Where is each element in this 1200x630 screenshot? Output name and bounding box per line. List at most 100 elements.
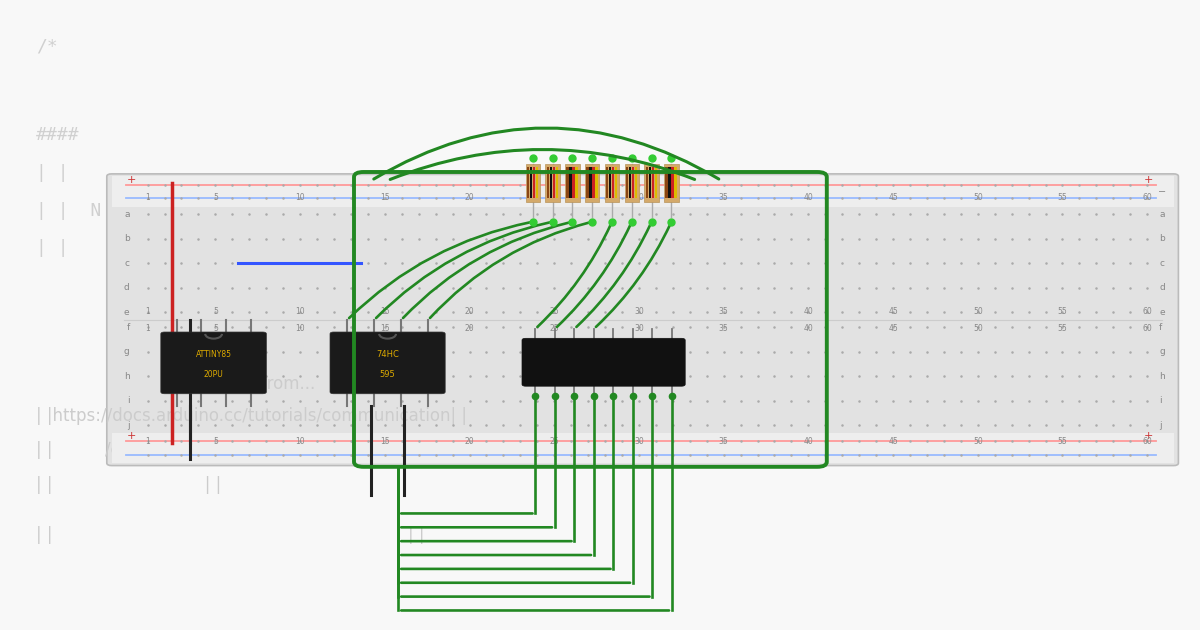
Text: /*: /* <box>36 38 58 56</box>
Text: | |: | | <box>36 527 53 544</box>
Text: 15: 15 <box>380 324 390 333</box>
Bar <box>655 167 658 198</box>
Bar <box>652 167 654 198</box>
Text: h: h <box>1159 372 1165 381</box>
Text: 20: 20 <box>464 307 474 316</box>
Text: 50: 50 <box>973 437 983 445</box>
Text: 74HC: 74HC <box>376 350 400 358</box>
Text: b: b <box>1159 234 1165 243</box>
Bar <box>674 167 677 198</box>
Text: | |  N: | | N <box>36 202 101 220</box>
Text: 45: 45 <box>888 437 898 445</box>
Text: 5: 5 <box>212 307 218 316</box>
Bar <box>665 167 667 198</box>
Text: 30: 30 <box>634 324 644 333</box>
Text: | |                             | |: | | | | <box>36 476 221 494</box>
Text: 60: 60 <box>1142 324 1152 333</box>
Text: 20PU: 20PU <box>204 370 223 379</box>
Text: 5: 5 <box>212 324 218 333</box>
FancyBboxPatch shape <box>161 332 266 394</box>
Text: +: + <box>127 175 137 185</box>
Text: 20: 20 <box>464 437 474 445</box>
Text: 25: 25 <box>550 193 559 202</box>
Bar <box>566 167 569 198</box>
Bar <box>624 164 638 202</box>
Text: 1: 1 <box>145 193 150 202</box>
Bar <box>629 167 631 198</box>
Text: d: d <box>124 283 130 292</box>
Text: | |: | | <box>408 527 425 544</box>
Bar <box>612 167 614 198</box>
Text: f: f <box>1159 323 1163 332</box>
Text: | |: | | <box>36 239 68 258</box>
Bar <box>533 167 535 198</box>
Text: 15: 15 <box>380 437 390 445</box>
Text: 15: 15 <box>380 307 390 316</box>
Bar <box>665 164 679 202</box>
Text: 20: 20 <box>464 324 474 333</box>
Text: h: h <box>124 372 130 381</box>
Text: b: b <box>124 234 130 243</box>
Text: 50: 50 <box>973 193 983 202</box>
Bar <box>586 167 588 198</box>
Text: 45: 45 <box>888 324 898 333</box>
Bar <box>586 164 600 202</box>
Text: ####: #### <box>36 126 79 144</box>
Text: f: f <box>126 323 130 332</box>
Bar <box>595 167 598 198</box>
Text: d: d <box>1159 283 1165 292</box>
Bar <box>635 167 637 198</box>
Text: 15: 15 <box>380 193 390 202</box>
Text: 5: 5 <box>212 437 218 445</box>
Text: 1: 1 <box>145 324 150 333</box>
Text: g: g <box>1159 347 1165 357</box>
Bar <box>649 167 650 198</box>
Text: 45: 45 <box>888 193 898 202</box>
Text: 20: 20 <box>464 193 474 202</box>
Text: 35: 35 <box>719 307 728 316</box>
Bar <box>535 167 538 198</box>
Text: 50: 50 <box>973 324 983 333</box>
Text: 25: 25 <box>550 437 559 445</box>
Text: 30: 30 <box>634 307 644 316</box>
Text: | |          /guide-to-shift-out/          | |: | | /guide-to-shift-out/ | | <box>36 442 330 459</box>
Text: e: e <box>124 307 130 317</box>
Text: +: + <box>1144 175 1153 185</box>
Text: 55: 55 <box>1057 307 1067 316</box>
Text: i: i <box>127 396 130 405</box>
Text: 30: 30 <box>634 437 644 445</box>
Text: c: c <box>125 259 130 268</box>
Text: 55: 55 <box>1057 324 1067 333</box>
Text: +: + <box>127 432 137 442</box>
Text: 60: 60 <box>1142 307 1152 316</box>
Bar <box>556 167 558 198</box>
Text: 5: 5 <box>212 193 218 202</box>
Bar <box>605 164 619 202</box>
Text: 35: 35 <box>719 324 728 333</box>
Bar <box>526 164 540 202</box>
Bar <box>589 167 592 198</box>
Bar <box>631 167 634 198</box>
Bar <box>550 167 552 198</box>
Bar <box>530 167 532 198</box>
Text: 40: 40 <box>804 324 814 333</box>
Text: 10: 10 <box>295 307 305 316</box>
Text: 1: 1 <box>145 307 150 316</box>
Text: 55: 55 <box>1057 437 1067 445</box>
Bar <box>608 167 611 198</box>
Text: 40: 40 <box>804 307 814 316</box>
Text: 25: 25 <box>550 324 559 333</box>
Text: 10: 10 <box>295 193 305 202</box>
FancyBboxPatch shape <box>522 338 685 386</box>
Bar <box>572 167 575 198</box>
Bar <box>668 167 671 198</box>
Text: 40: 40 <box>804 193 814 202</box>
Text: j: j <box>1159 421 1162 430</box>
Text: 50: 50 <box>973 307 983 316</box>
Text: 595: 595 <box>379 370 396 379</box>
Text: | |https://docs.arduino.cc/tutorials/communication| |: | |https://docs.arduino.cc/tutorials/com… <box>36 407 467 425</box>
Text: 45: 45 <box>888 307 898 316</box>
Text: 30: 30 <box>634 193 644 202</box>
Text: +: + <box>1144 432 1153 442</box>
Text: 10: 10 <box>295 324 305 333</box>
